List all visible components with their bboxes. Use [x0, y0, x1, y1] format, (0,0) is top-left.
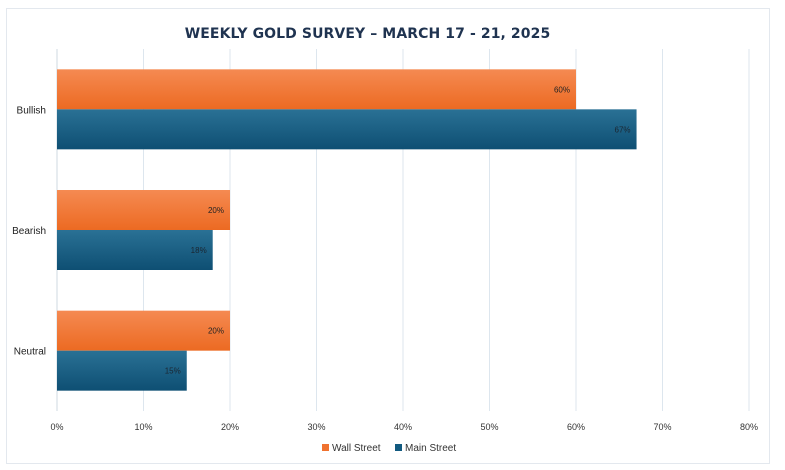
- data-label-wall-street-bearish: 20%: [208, 206, 224, 215]
- legend-label-main-street: Main Street: [405, 443, 456, 454]
- y-category-bearish: Bearish: [12, 226, 46, 237]
- y-category-neutral: Neutral: [14, 347, 46, 358]
- x-tick-label: 60%: [567, 422, 585, 432]
- bar-main-street-bullish: [57, 109, 637, 150]
- bar-wall-street-bearish: [57, 190, 230, 230]
- data-label-main-street-bullish: 67%: [615, 125, 631, 134]
- bar-main-street-neutral: [57, 350, 187, 391]
- x-tick-label: 50%: [480, 422, 498, 432]
- data-label-main-street-neutral: 15%: [165, 367, 181, 376]
- y-category-bullish: Bullish: [17, 105, 46, 116]
- x-axis-ticks: 0% 10% 20% 30% 40% 50% 60% 70% 80%: [50, 422, 758, 432]
- data-label-wall-street-neutral: 20%: [208, 327, 224, 336]
- x-tick-label: 30%: [307, 422, 325, 432]
- bars: 60% 67% 20% 18% 20% 15%: [57, 69, 637, 391]
- x-tick-label: 20%: [221, 422, 239, 432]
- bar-wall-street-neutral: [57, 310, 230, 351]
- legend-swatch-wall-street: [322, 444, 329, 451]
- bar-main-street-bearish: [57, 230, 213, 270]
- legend: Wall Street Main Street: [322, 443, 456, 454]
- legend-label-wall-street: Wall Street: [332, 443, 381, 454]
- chart-title: WEEKLY GOLD SURVEY – MARCH 17 - 21, 2025: [184, 26, 551, 42]
- bar-wall-street-bullish: [57, 69, 576, 110]
- x-tick-label: 40%: [394, 422, 412, 432]
- x-tick-label: 70%: [653, 422, 671, 432]
- legend-swatch-main-street: [395, 444, 402, 451]
- x-tick-label: 0%: [50, 422, 63, 432]
- data-label-wall-street-bullish: 60%: [554, 85, 570, 94]
- data-label-main-street-bearish: 18%: [191, 246, 207, 255]
- x-tick-label: 80%: [740, 422, 758, 432]
- y-axis-categories: Bullish Bearish Neutral: [12, 105, 46, 357]
- x-tick-label: 10%: [134, 422, 152, 432]
